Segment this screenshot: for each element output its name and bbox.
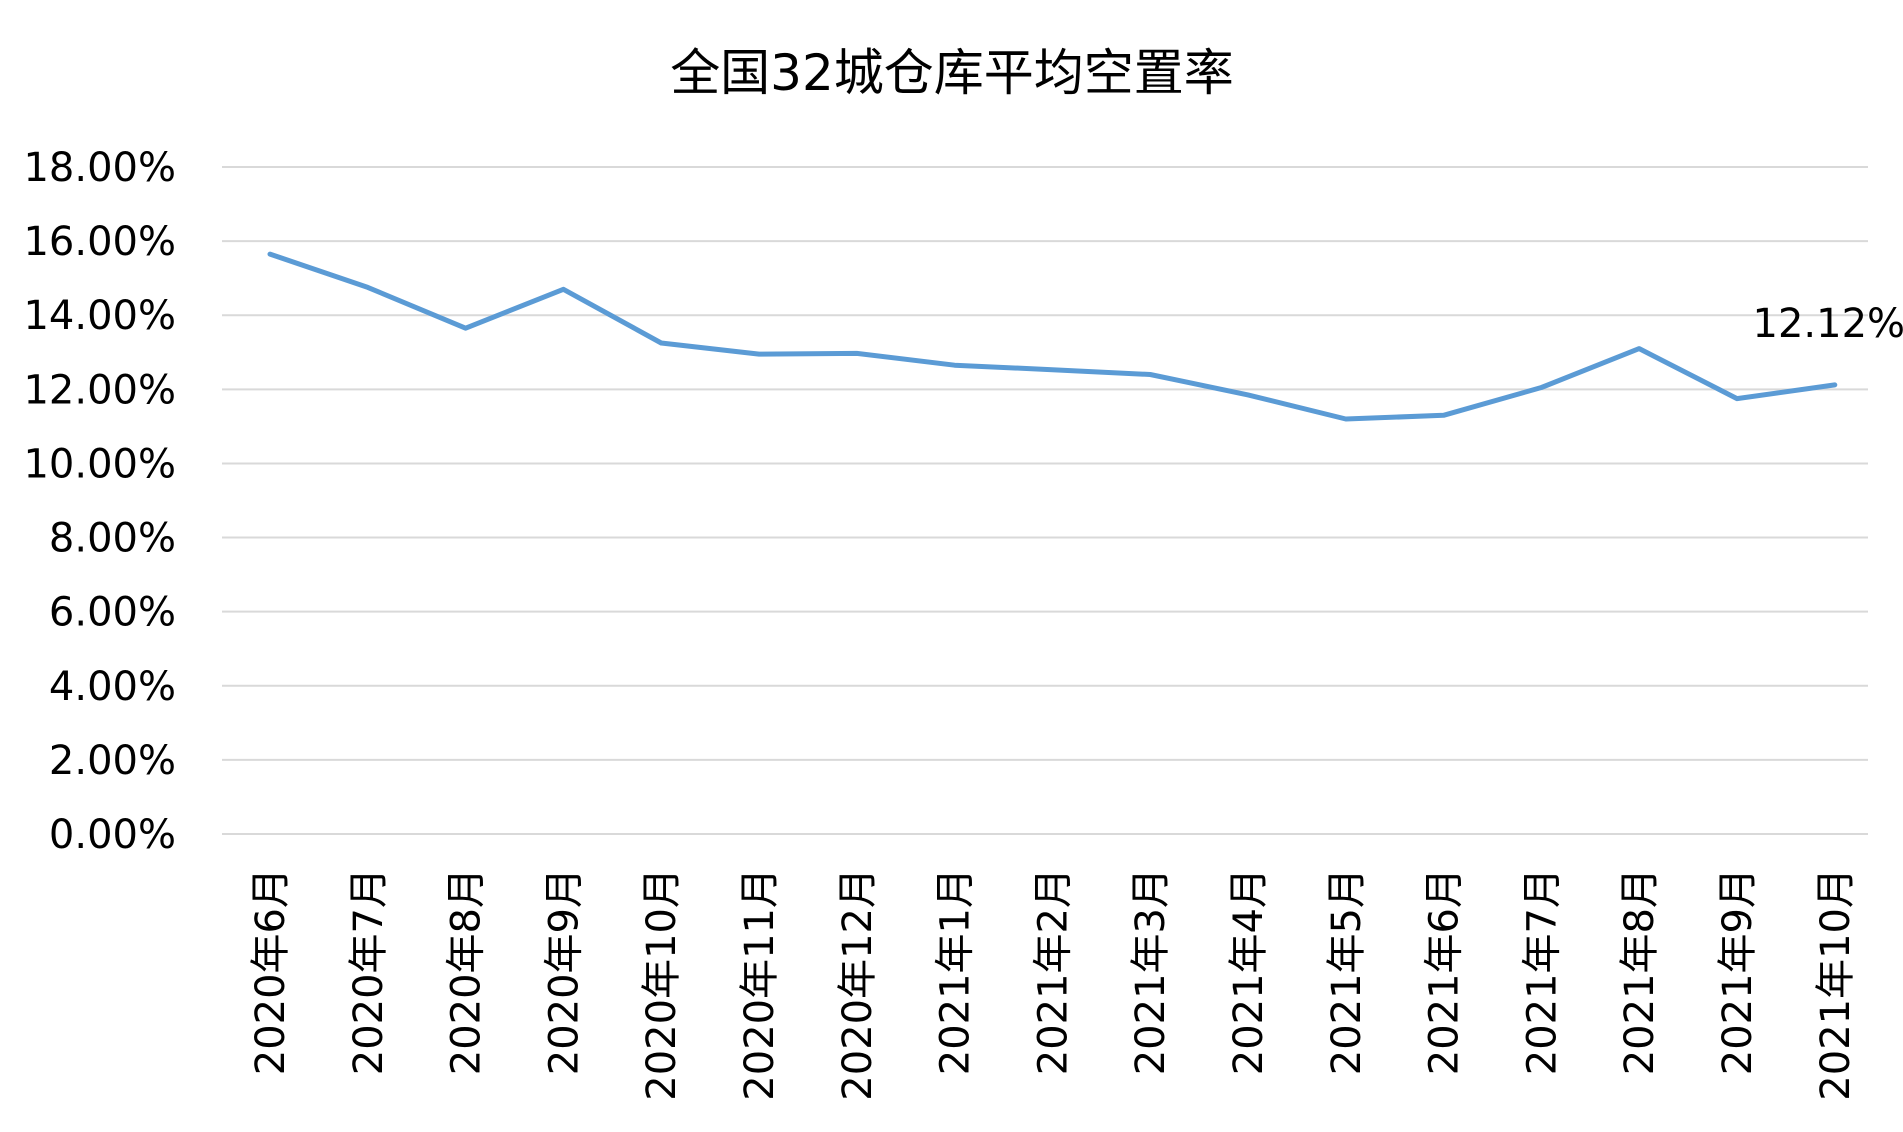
x-tick-label: 2021年4月 xyxy=(1226,868,1272,1075)
x-tick-label: 2020年11月 xyxy=(737,868,783,1101)
data-point xyxy=(1443,414,1445,416)
data-point xyxy=(269,253,271,255)
x-tick-label: 2021年2月 xyxy=(1030,868,1076,1075)
y-tick-label: 4.00% xyxy=(49,664,176,710)
x-tick-label: 2020年9月 xyxy=(541,868,587,1075)
x-tick-label: 2020年8月 xyxy=(444,868,490,1075)
data-point xyxy=(1540,386,1542,388)
y-tick-label: 16.00% xyxy=(23,219,176,265)
y-axis-tick-labels: 18.00% 16.00% 14.00% 12.00% 10.00% 8.00% 6.00%… xyxy=(23,145,176,858)
y-tick-label: 0.00% xyxy=(49,812,176,858)
series-layer xyxy=(267,251,1838,422)
data-point xyxy=(1736,398,1738,400)
x-tick-label: 2021年10月 xyxy=(1813,868,1859,1101)
series-line xyxy=(267,251,1838,422)
data-point xyxy=(1638,348,1640,350)
data-labels: 12.12% xyxy=(1753,301,1903,347)
data-point xyxy=(954,364,956,366)
data-point xyxy=(758,353,760,355)
x-tick-label: 2020年12月 xyxy=(835,868,881,1101)
x-tick-label: 2021年6月 xyxy=(1422,868,1468,1075)
data-point xyxy=(1247,394,1249,396)
chart-title: 全国32城仓库平均空置率 xyxy=(670,44,1234,102)
y-tick-label: 12.00% xyxy=(23,367,176,413)
data-point xyxy=(1051,369,1053,371)
y-tick-label: 18.00% xyxy=(23,145,176,191)
x-tick-label: 2021年1月 xyxy=(933,868,979,1075)
x-tick-label: 2021年5月 xyxy=(1324,868,1370,1075)
data-point xyxy=(1345,418,1347,420)
x-tick-label: 2021年9月 xyxy=(1715,868,1761,1075)
x-tick-label: 2020年7月 xyxy=(346,868,392,1075)
x-axis-tick-labels: 2020年6月 2020年7月 2020年8月 2020年9月 2020年10月 2020… xyxy=(248,868,1859,1101)
data-label: 12.12% xyxy=(1753,301,1903,347)
x-tick-label: 2020年10月 xyxy=(639,868,685,1101)
data-point xyxy=(1834,384,1836,386)
data-point xyxy=(1149,374,1151,376)
data-point xyxy=(562,288,564,290)
y-tick-label: 14.00% xyxy=(23,293,176,339)
y-tick-label: 8.00% xyxy=(49,516,176,562)
y-tick-label: 10.00% xyxy=(23,441,176,487)
gridlines xyxy=(222,166,1868,835)
data-point xyxy=(465,327,467,329)
y-tick-label: 2.00% xyxy=(49,738,176,784)
x-tick-label: 2020年6月 xyxy=(248,868,294,1075)
x-tick-label: 2021年7月 xyxy=(1519,868,1565,1075)
data-point xyxy=(367,286,369,288)
x-tick-label: 2021年8月 xyxy=(1617,868,1663,1075)
data-point xyxy=(856,352,858,354)
x-tick-label: 2021年3月 xyxy=(1128,868,1174,1075)
data-point xyxy=(660,342,662,344)
y-tick-label: 6.00% xyxy=(49,590,176,636)
